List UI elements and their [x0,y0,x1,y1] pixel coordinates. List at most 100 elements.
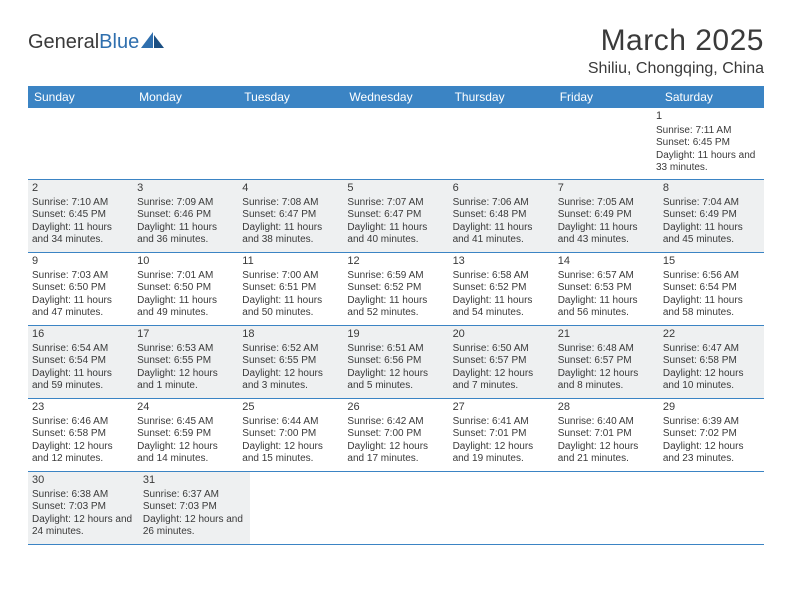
day-number: 10 [137,255,234,269]
sunset-line: Sunset: 6:57 PM [558,355,655,368]
day-cell: 14Sunrise: 6:57 AMSunset: 6:53 PMDayligh… [554,253,659,325]
sunset-line: Sunset: 6:49 PM [663,209,760,222]
sunrise-line: Sunrise: 7:11 AM [656,125,760,138]
day-cell: 8Sunrise: 7:04 AMSunset: 6:49 PMDaylight… [659,180,764,252]
day-number: 13 [453,255,550,269]
day-number: 3 [137,182,234,196]
empty-cell [132,108,236,179]
day-number: 28 [558,401,655,415]
week-row: 9Sunrise: 7:03 AMSunset: 6:50 PMDaylight… [28,253,764,326]
sunrise-line: Sunrise: 7:01 AM [137,270,234,283]
sunrise-line: Sunrise: 6:56 AM [663,270,760,283]
daylight-line: Daylight: 11 hours and 58 minutes. [663,295,760,320]
logo-part2: Blue [99,31,139,53]
daylight-line: Daylight: 11 hours and 41 minutes. [453,222,550,247]
day-cell: 29Sunrise: 6:39 AMSunset: 7:02 PMDayligh… [659,399,764,471]
sunrise-line: Sunrise: 6:52 AM [242,343,339,356]
day-number: 24 [137,401,234,415]
sunset-line: Sunset: 7:00 PM [242,428,339,441]
sunrise-line: Sunrise: 6:48 AM [558,343,655,356]
day-cell: 19Sunrise: 6:51 AMSunset: 6:56 PMDayligh… [343,326,448,398]
calendar: Sunday Monday Tuesday Wednesday Thursday… [28,86,764,545]
week-row: 23Sunrise: 6:46 AMSunset: 6:58 PMDayligh… [28,399,764,472]
sunset-line: Sunset: 7:03 PM [32,501,135,514]
day-cell: 20Sunrise: 6:50 AMSunset: 6:57 PMDayligh… [449,326,554,398]
daylight-line: Daylight: 11 hours and 49 minutes. [137,295,234,320]
day-number: 27 [453,401,550,415]
day-number: 7 [558,182,655,196]
sunrise-line: Sunrise: 6:37 AM [143,489,246,502]
sunrise-line: Sunrise: 6:40 AM [558,416,655,429]
day-number: 14 [558,255,655,269]
day-number: 11 [242,255,339,269]
daylight-line: Daylight: 12 hours and 14 minutes. [137,441,234,466]
sunrise-line: Sunrise: 6:57 AM [558,270,655,283]
sunrise-line: Sunrise: 6:45 AM [137,416,234,429]
sunrise-line: Sunrise: 6:42 AM [347,416,444,429]
day-cell: 26Sunrise: 6:42 AMSunset: 7:00 PMDayligh… [343,399,448,471]
daylight-line: Daylight: 12 hours and 12 minutes. [32,441,129,466]
daylight-line: Daylight: 12 hours and 7 minutes. [453,368,550,393]
sunset-line: Sunset: 6:49 PM [558,209,655,222]
sunrise-line: Sunrise: 6:50 AM [453,343,550,356]
day-cell: 18Sunrise: 6:52 AMSunset: 6:55 PMDayligh… [238,326,343,398]
empty-cell [548,108,652,179]
sunset-line: Sunset: 6:53 PM [558,282,655,295]
day-cell: 22Sunrise: 6:47 AMSunset: 6:58 PMDayligh… [659,326,764,398]
daylight-line: Daylight: 11 hours and 52 minutes. [347,295,444,320]
day-cell: 11Sunrise: 7:00 AMSunset: 6:51 PMDayligh… [238,253,343,325]
day-number: 1 [656,110,760,124]
day-cell: 30Sunrise: 6:38 AMSunset: 7:03 PMDayligh… [28,472,139,544]
weekday-header: Thursday [449,86,554,108]
day-cell: 31Sunrise: 6:37 AMSunset: 7:03 PMDayligh… [139,472,250,544]
day-cell: 21Sunrise: 6:48 AMSunset: 6:57 PMDayligh… [554,326,659,398]
sunrise-line: Sunrise: 6:38 AM [32,489,135,502]
sunrise-line: Sunrise: 6:53 AM [137,343,234,356]
calendar-page: GeneralBlue March 2025 Shiliu, Chongqing… [0,0,792,569]
weekday-header: Friday [554,86,659,108]
weekday-header-row: Sunday Monday Tuesday Wednesday Thursday… [28,86,764,108]
day-cell: 4Sunrise: 7:08 AMSunset: 6:47 PMDaylight… [238,180,343,252]
day-cell: 23Sunrise: 6:46 AMSunset: 6:58 PMDayligh… [28,399,133,471]
daylight-line: Daylight: 12 hours and 3 minutes. [242,368,339,393]
sunrise-line: Sunrise: 6:44 AM [242,416,339,429]
sunset-line: Sunset: 6:59 PM [137,428,234,441]
daylight-line: Daylight: 12 hours and 17 minutes. [347,441,444,466]
weekday-header: Sunday [28,86,133,108]
day-cell: 13Sunrise: 6:58 AMSunset: 6:52 PMDayligh… [449,253,554,325]
daylight-line: Daylight: 12 hours and 5 minutes. [347,368,444,393]
logo-text: GeneralBlue [28,31,139,54]
sunrise-line: Sunrise: 7:00 AM [242,270,339,283]
day-number: 12 [347,255,444,269]
day-cell: 6Sunrise: 7:06 AMSunset: 6:48 PMDaylight… [449,180,554,252]
logo: GeneralBlue [28,30,167,55]
daylight-line: Daylight: 11 hours and 50 minutes. [242,295,339,320]
day-number: 9 [32,255,129,269]
daylight-line: Daylight: 12 hours and 1 minute. [137,368,234,393]
location: Shiliu, Chongqing, China [588,60,764,78]
sunrise-line: Sunrise: 6:41 AM [453,416,550,429]
daylight-line: Daylight: 11 hours and 59 minutes. [32,368,129,393]
day-number: 30 [32,474,135,488]
daylight-line: Daylight: 11 hours and 43 minutes. [558,222,655,247]
sunset-line: Sunset: 6:52 PM [347,282,444,295]
sunset-line: Sunset: 6:57 PM [453,355,550,368]
daylight-line: Daylight: 12 hours and 23 minutes. [663,441,760,466]
day-cell: 15Sunrise: 6:56 AMSunset: 6:54 PMDayligh… [659,253,764,325]
sunrise-line: Sunrise: 7:04 AM [663,197,760,210]
daylight-line: Daylight: 11 hours and 54 minutes. [453,295,550,320]
sunset-line: Sunset: 7:02 PM [663,428,760,441]
sunrise-line: Sunrise: 7:10 AM [32,197,129,210]
day-number: 18 [242,328,339,342]
sunset-line: Sunset: 7:01 PM [558,428,655,441]
empty-cell [558,472,661,544]
week-row: 2Sunrise: 7:10 AMSunset: 6:45 PMDaylight… [28,180,764,253]
sunset-line: Sunset: 7:01 PM [453,428,550,441]
weekday-header: Tuesday [238,86,343,108]
day-cell: 10Sunrise: 7:01 AMSunset: 6:50 PMDayligh… [133,253,238,325]
sunrise-line: Sunrise: 6:58 AM [453,270,550,283]
empty-cell [455,472,558,544]
empty-cell [661,472,764,544]
sunrise-line: Sunrise: 7:06 AM [453,197,550,210]
sunrise-line: Sunrise: 6:46 AM [32,416,129,429]
